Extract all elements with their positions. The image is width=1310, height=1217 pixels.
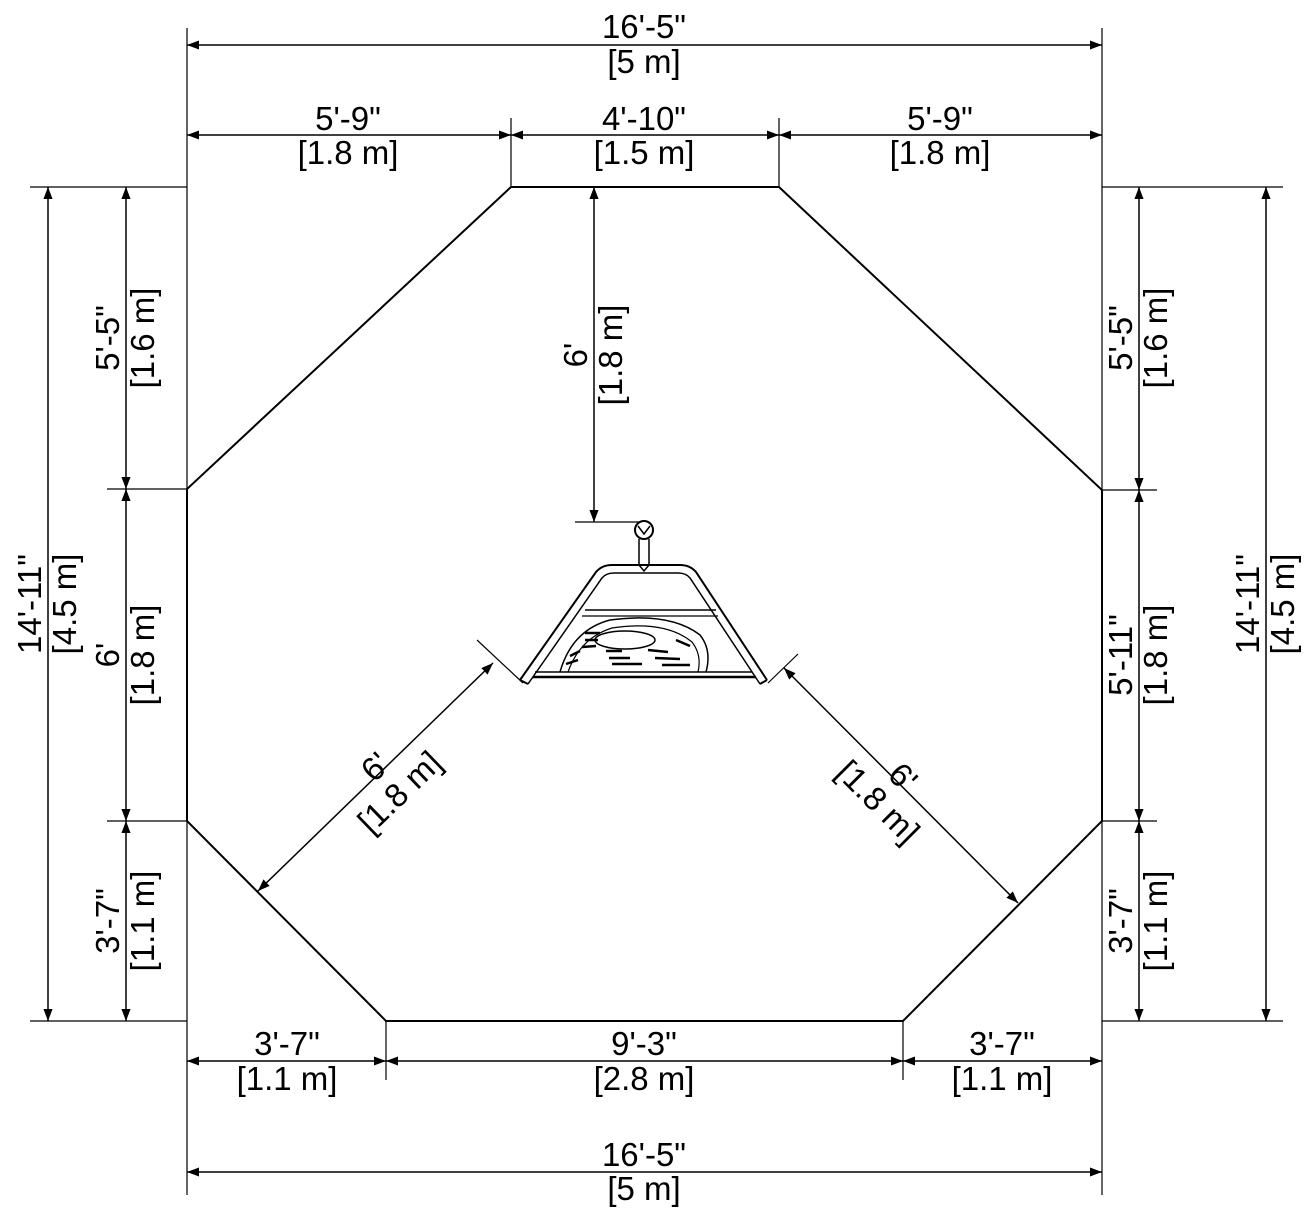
bottom-right-imperial: 3'-7"	[969, 1025, 1035, 1062]
bottom-overall-imperial: 16'-5"	[602, 1136, 686, 1173]
bottom-left-metric: [1.1 m]	[237, 1060, 338, 1097]
top-right-metric: [1.8 m]	[890, 134, 991, 171]
top-left-imperial: 5'-9"	[315, 100, 381, 137]
right-upper-imperial: 5'-5"	[1102, 305, 1139, 371]
left-lower-imperial: 3'-7"	[89, 888, 126, 954]
dimension-lines	[43, 40, 1271, 1177]
left-middle-imperial: 6'	[89, 643, 126, 668]
bottom-middle-metric: [2.8 m]	[594, 1060, 695, 1097]
left-overall-metric: [4.5 m]	[46, 554, 83, 655]
right-lower-imperial: 3'-7"	[1102, 888, 1139, 954]
diag-right-dimension-line	[783, 667, 1019, 904]
diag-left-dimension-line	[257, 662, 494, 892]
left-lower-metric: [1.1 m]	[124, 871, 161, 972]
equipment-knob-icon	[634, 520, 654, 540]
top-middle-imperial: 4'-10"	[602, 100, 686, 137]
center-clearance-metric: [1.8 m]	[592, 305, 629, 406]
right-upper-metric: [1.6 m]	[1137, 288, 1174, 389]
right-overall-metric: [4.5 m]	[1264, 554, 1301, 655]
top-overall-imperial: 16'-5"	[602, 8, 686, 45]
left-upper-metric: [1.6 m]	[124, 288, 161, 389]
top-left-metric: [1.8 m]	[298, 134, 399, 171]
extension-lines	[30, 28, 1283, 1195]
bottom-middle-imperial: 9'-3"	[611, 1025, 677, 1062]
bottom-left-imperial: 3'-7"	[254, 1025, 320, 1062]
left-upper-imperial: 5'-5"	[89, 305, 126, 371]
left-middle-metric: [1.8 m]	[124, 605, 161, 706]
clearance-zone-outline	[186, 186, 1103, 1022]
top-right-imperial: 5'-9"	[907, 100, 973, 137]
center-clearance-imperial: 6'	[557, 343, 594, 368]
top-middle-metric: [1.5 m]	[594, 134, 695, 171]
right-lower-metric: [1.1 m]	[1137, 871, 1174, 972]
right-middle-metric: [1.8 m]	[1137, 605, 1174, 706]
left-overall-imperial: 14'-11"	[11, 554, 48, 654]
bottom-right-metric: [1.1 m]	[952, 1060, 1053, 1097]
play-equipment-icon	[519, 520, 768, 685]
right-overall-imperial: 14'-11"	[1229, 554, 1266, 654]
top-overall-metric: [5 m]	[607, 43, 680, 80]
right-middle-imperial: 5'-11"	[1102, 614, 1139, 696]
bottom-overall-metric: [5 m]	[607, 1170, 680, 1207]
